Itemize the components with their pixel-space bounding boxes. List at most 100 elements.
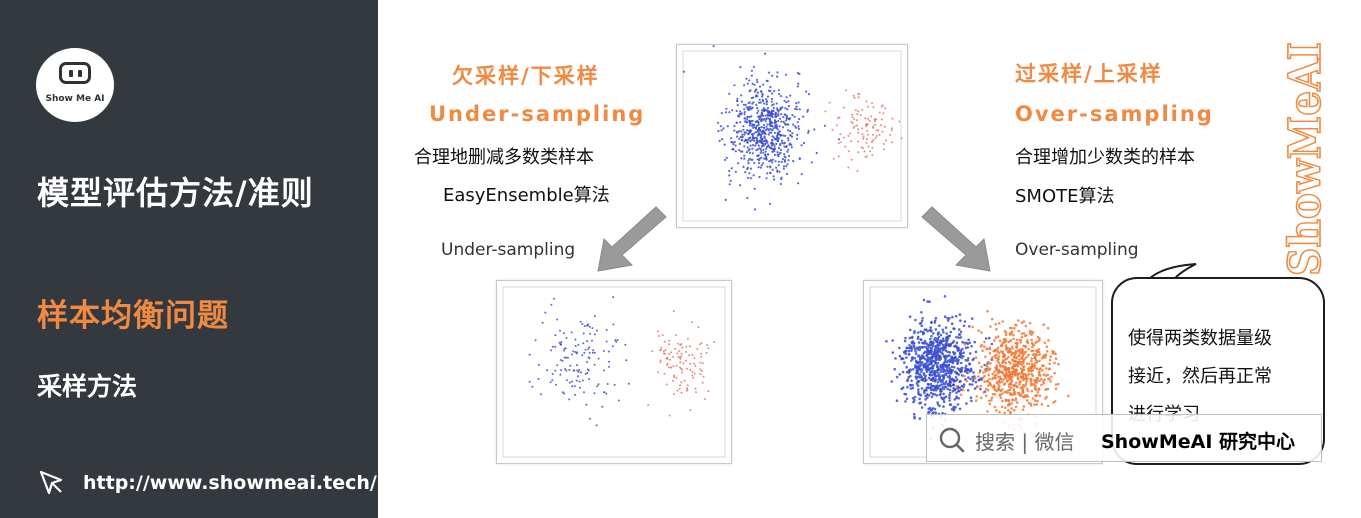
minority-point (706, 344, 709, 347)
majority-point (766, 172, 769, 175)
majority-point (565, 356, 568, 359)
majority-point (769, 202, 772, 205)
majority-point (748, 172, 751, 175)
oversampled-minority-point (1035, 340, 1039, 343)
majority-point (945, 368, 949, 371)
oversampled-minority-point (993, 405, 997, 409)
majority-point (926, 353, 929, 356)
minority-point (898, 120, 901, 123)
minority-point (699, 368, 702, 371)
minority-point (840, 141, 843, 144)
wechat-search-bar[interactable]: 搜索 | 微信 ShowMeAI 研究中心 (926, 414, 1322, 462)
majority-point (765, 177, 768, 180)
majority-point (763, 139, 766, 143)
minority-point (871, 146, 874, 149)
oversampled-minority-point (1014, 405, 1018, 409)
majority-point (749, 89, 752, 92)
majority-point (751, 119, 754, 122)
majority-point (782, 167, 785, 170)
oversampled-minority-point (1028, 362, 1031, 366)
minority-point (842, 136, 845, 139)
majority-point (940, 388, 943, 391)
majority-point (941, 397, 944, 400)
majority-point (934, 370, 937, 374)
majority-point (770, 128, 773, 131)
oversampled-minority-point (1021, 389, 1025, 392)
majority-point (786, 108, 789, 111)
majority-point (786, 137, 790, 140)
majority-point (904, 400, 907, 403)
majority-point (574, 338, 577, 341)
majority-point (756, 130, 760, 133)
minority-point (863, 150, 866, 153)
oversampled-minority-point (1022, 374, 1025, 377)
majority-point (936, 368, 940, 371)
majority-point (952, 383, 956, 387)
majority-point (771, 122, 774, 125)
minority-point (668, 343, 670, 346)
oversampled-minority-point (1020, 335, 1024, 339)
majority-point (927, 346, 931, 349)
website-link[interactable]: http://www.showmeai.tech/ (83, 472, 377, 494)
majority-point (800, 173, 803, 176)
oversampled-minority-point (1010, 407, 1013, 410)
oversampled-minority-point (1008, 333, 1012, 336)
oversampled-minority-point (985, 347, 988, 351)
oversampled-minority-point (989, 325, 992, 328)
minority-point (845, 89, 848, 92)
oversampled-minority-point (990, 398, 993, 402)
oversampled-minority-point (1026, 395, 1030, 398)
majority-point (898, 373, 901, 376)
majority-point (539, 393, 542, 396)
majority-point (919, 394, 923, 397)
majority-point (728, 111, 731, 114)
majority-point (760, 126, 763, 129)
minority-point (875, 118, 877, 121)
majority-point (768, 119, 772, 122)
oversampled-minority-point (982, 391, 985, 394)
majority-point (733, 140, 736, 144)
majority-point (926, 356, 930, 359)
majority-point (948, 351, 952, 354)
majority-point (954, 371, 958, 374)
showmeai-watermark: ShowMeAI (1282, 41, 1332, 277)
majority-point (564, 368, 567, 370)
oversampled-minority-point (1016, 341, 1019, 345)
oversampled-minority-point (1021, 408, 1025, 411)
oversampled-minority-point (1004, 358, 1007, 361)
majority-point (759, 101, 762, 104)
majority-point (964, 358, 968, 362)
oversampled-minority-point (1039, 367, 1042, 370)
majority-point (616, 339, 619, 341)
majority-point (974, 350, 978, 354)
majority-point (945, 332, 948, 335)
majority-point (938, 324, 941, 327)
majority-point (744, 171, 747, 174)
oversampled-minority-point (1039, 378, 1043, 381)
oversampled-minority-point (1034, 394, 1037, 397)
oversampled-minority-point (1017, 319, 1020, 322)
majority-point (612, 296, 615, 299)
oversampled-minority-point (1002, 373, 1006, 377)
majority-point (776, 71, 779, 74)
oversampled-minority-point (1011, 375, 1014, 378)
oversampled-minority-point (1030, 377, 1033, 381)
oversampled-minority-point (981, 376, 985, 380)
majority-point (969, 396, 973, 399)
majority-point (935, 348, 939, 351)
majority-point (766, 165, 769, 168)
oversampled-minority-point (1038, 379, 1041, 383)
oversampled-minority-point (1048, 362, 1051, 366)
majority-point (950, 365, 954, 369)
majority-point (909, 387, 913, 390)
majority-point (746, 141, 749, 144)
majority-point (938, 344, 941, 347)
majority-point (949, 344, 952, 347)
majority-point (919, 330, 923, 333)
majority-point (939, 364, 942, 367)
majority-point (576, 351, 579, 354)
oversampled-minority-point (1031, 397, 1035, 400)
oversampled-minority-point (1044, 353, 1048, 356)
search-brand: ShowMeAI 研究中心 (1101, 431, 1295, 453)
majority-point (767, 145, 770, 148)
